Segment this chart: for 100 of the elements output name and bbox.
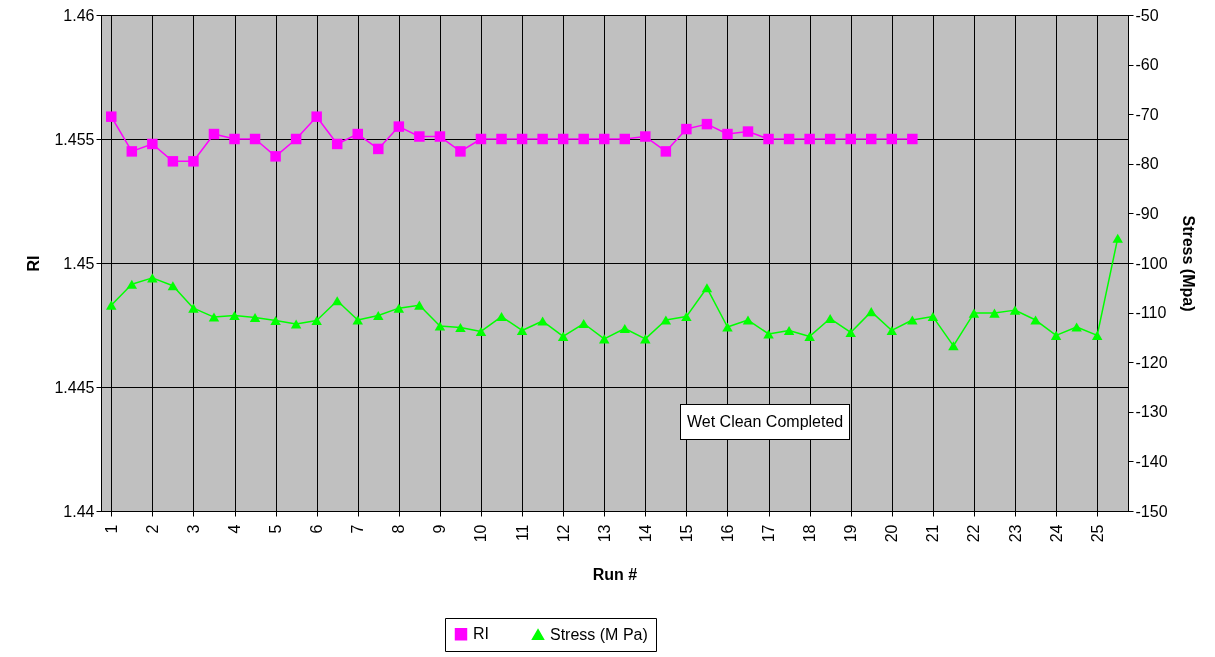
point: [516, 325, 528, 335]
point: [660, 146, 672, 157]
point: [640, 131, 651, 142]
x-tick-label: 13: [595, 524, 613, 543]
y2-tick-label: -70: [1135, 105, 1159, 123]
point: [414, 131, 425, 142]
point: [1071, 322, 1082, 332]
x-tick-label: 2: [143, 524, 161, 534]
point: [537, 316, 548, 326]
y2-axis-title: Stress (Mpa): [1179, 215, 1197, 312]
point: [455, 322, 466, 333]
y-tick-label: 1.455: [54, 130, 95, 148]
x-tick-label: 14: [636, 524, 654, 543]
point: [701, 118, 713, 130]
point: [188, 303, 199, 313]
x-tick-label: 23: [1006, 524, 1024, 543]
x-tick-label: 8: [390, 524, 408, 534]
x-tick-label: 6: [308, 524, 326, 534]
point: [722, 128, 733, 140]
point: [434, 131, 446, 142]
y-axis-title: RI: [25, 255, 43, 272]
point: [311, 316, 322, 326]
point: [311, 111, 322, 122]
point: [968, 308, 980, 318]
point: [229, 133, 240, 145]
legend-label: Stress (M Pa): [550, 625, 648, 643]
annotation: Wet Clean Completed: [680, 404, 851, 440]
point: [352, 315, 363, 325]
point: [434, 321, 446, 331]
point: [229, 311, 240, 321]
point: [475, 326, 487, 336]
point: [701, 283, 713, 293]
point: [188, 156, 199, 167]
x-tick-label: 18: [801, 524, 819, 543]
x-tick-label: 25: [1088, 524, 1106, 543]
point: [783, 325, 795, 335]
point: [804, 331, 815, 341]
point: [167, 156, 179, 167]
point: [783, 133, 795, 145]
point: [578, 318, 589, 329]
point: [742, 315, 754, 325]
x-tick-label: 12: [554, 524, 572, 543]
point: [106, 111, 117, 122]
x-tick-label: 11: [513, 524, 531, 542]
point: [1050, 330, 1062, 340]
point: [948, 341, 959, 351]
y2-tick-label: -50: [1135, 6, 1159, 24]
y-tick-label: 1.45: [63, 254, 95, 272]
point: [147, 273, 158, 283]
point: [578, 133, 589, 145]
point: [763, 329, 774, 339]
point: [475, 133, 487, 145]
point: [845, 133, 856, 145]
point: [373, 311, 384, 321]
y2-tick-label: -130: [1135, 403, 1168, 421]
x-tick-label: 22: [965, 524, 983, 543]
point: [126, 279, 138, 289]
point: [886, 325, 898, 335]
y-tick-label: 1.445: [54, 378, 95, 396]
point: [989, 308, 1000, 318]
point: [393, 303, 405, 313]
point: [722, 322, 733, 332]
x-axis-title: Run #: [592, 566, 638, 584]
point: [907, 133, 918, 145]
x-tick-label: 5: [267, 524, 285, 534]
x-tick-label: 3: [184, 524, 202, 534]
x-tick-label: 10: [472, 524, 490, 543]
point: [866, 133, 877, 145]
y2-tick-label: -140: [1135, 452, 1168, 470]
point: [270, 151, 281, 162]
y2-tick-label: -110: [1135, 304, 1167, 322]
point: [763, 133, 774, 145]
y-tick-label: 1.46: [63, 6, 95, 24]
point: [1091, 330, 1103, 340]
legend-label: RI: [473, 625, 489, 643]
point: [1030, 315, 1041, 325]
x-tick-label: 4: [226, 524, 244, 534]
point: [331, 138, 343, 150]
y2-tick-label: -90: [1135, 204, 1159, 222]
point: [845, 327, 856, 337]
x-tick-label: 1: [102, 524, 120, 534]
x-tick-label: 24: [1047, 524, 1065, 543]
point: [496, 312, 507, 322]
x-tick-label: 21: [924, 524, 942, 543]
point: [824, 314, 836, 324]
point: [907, 315, 918, 325]
point: [290, 133, 302, 145]
point: [681, 123, 692, 135]
y2-tick-label: -100: [1135, 254, 1168, 272]
y2-tick-label: -80: [1135, 155, 1159, 173]
point: [270, 316, 281, 326]
x-tick-label: 15: [677, 524, 695, 543]
point: [167, 281, 179, 291]
point: [640, 334, 651, 344]
point: [393, 121, 405, 132]
point: [557, 133, 569, 145]
point: [804, 133, 815, 145]
point: [208, 128, 220, 140]
point: [249, 133, 261, 145]
point: [147, 138, 158, 150]
